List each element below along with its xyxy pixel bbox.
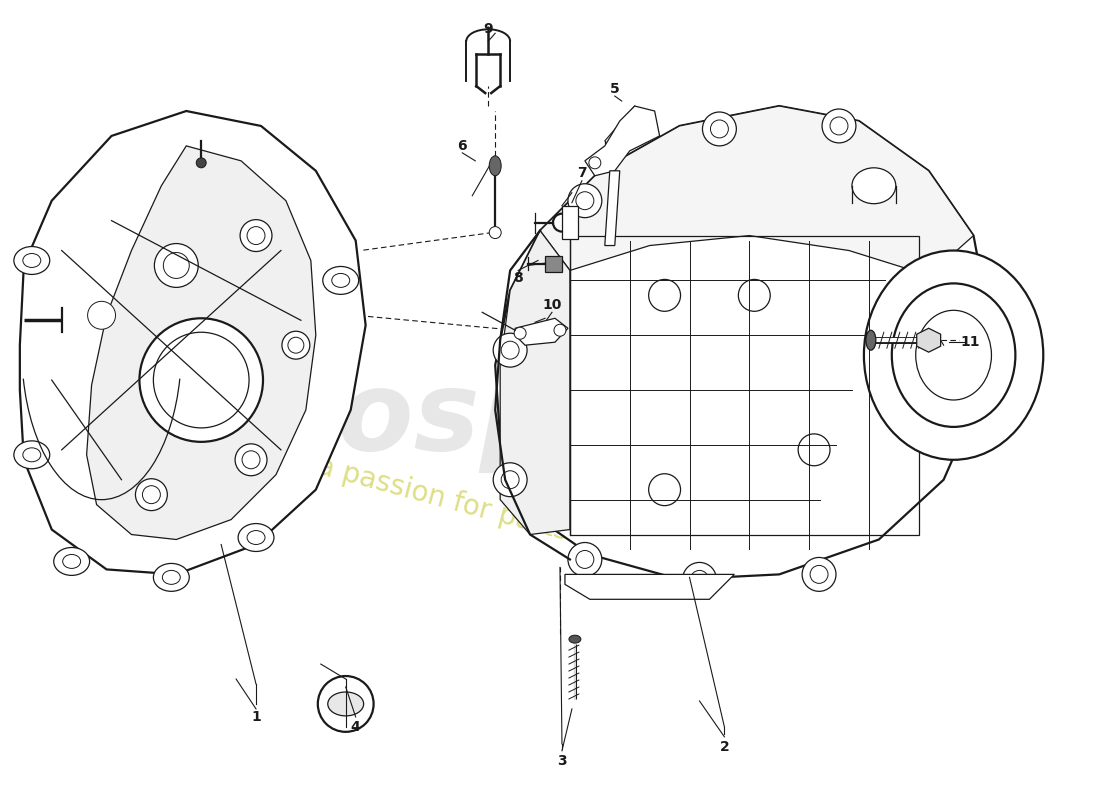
Ellipse shape: [23, 254, 41, 267]
Ellipse shape: [810, 566, 828, 583]
Ellipse shape: [288, 338, 304, 353]
Text: 2: 2: [719, 740, 729, 754]
Ellipse shape: [490, 226, 502, 238]
Ellipse shape: [248, 530, 265, 545]
Ellipse shape: [240, 220, 272, 251]
Ellipse shape: [493, 462, 527, 497]
Ellipse shape: [140, 318, 263, 442]
Ellipse shape: [554, 324, 565, 336]
Text: 4: 4: [351, 720, 361, 734]
Text: a passion for parts since 1985: a passion for parts since 1985: [314, 452, 726, 587]
Polygon shape: [20, 111, 365, 574]
Ellipse shape: [282, 331, 310, 359]
Text: 7: 7: [578, 166, 586, 180]
Text: 10: 10: [542, 298, 562, 312]
Ellipse shape: [553, 214, 571, 231]
Ellipse shape: [163, 570, 180, 584]
Ellipse shape: [915, 310, 991, 400]
Polygon shape: [495, 106, 989, 579]
Ellipse shape: [14, 441, 50, 469]
Ellipse shape: [568, 184, 602, 218]
Ellipse shape: [703, 112, 736, 146]
Text: eurospares: eurospares: [129, 366, 832, 474]
Polygon shape: [605, 170, 619, 246]
Ellipse shape: [802, 558, 836, 591]
Text: 6: 6: [458, 139, 468, 153]
Ellipse shape: [588, 157, 601, 169]
Polygon shape: [544, 255, 562, 273]
Ellipse shape: [490, 156, 502, 176]
Ellipse shape: [322, 266, 359, 294]
Ellipse shape: [502, 342, 519, 359]
Ellipse shape: [691, 570, 708, 588]
Text: 11: 11: [960, 335, 980, 350]
Ellipse shape: [153, 563, 189, 591]
Ellipse shape: [163, 253, 189, 278]
Polygon shape: [916, 328, 940, 352]
Ellipse shape: [135, 478, 167, 510]
Ellipse shape: [514, 327, 526, 339]
Ellipse shape: [14, 246, 50, 274]
Ellipse shape: [154, 243, 198, 287]
Text: 8: 8: [514, 271, 522, 286]
Text: 1: 1: [251, 710, 261, 724]
Text: 3: 3: [557, 754, 566, 768]
Ellipse shape: [196, 158, 206, 168]
Text: 5: 5: [609, 82, 619, 96]
Ellipse shape: [738, 279, 770, 311]
Ellipse shape: [23, 448, 41, 462]
Ellipse shape: [851, 168, 895, 204]
Polygon shape: [515, 318, 568, 345]
Ellipse shape: [830, 117, 848, 135]
Polygon shape: [540, 106, 974, 275]
Ellipse shape: [822, 109, 856, 143]
Ellipse shape: [235, 444, 267, 476]
Ellipse shape: [88, 302, 116, 330]
Ellipse shape: [864, 250, 1043, 460]
Ellipse shape: [576, 192, 594, 210]
Ellipse shape: [649, 474, 681, 506]
Ellipse shape: [892, 283, 1015, 427]
Ellipse shape: [711, 120, 728, 138]
Ellipse shape: [318, 676, 374, 732]
Ellipse shape: [242, 451, 260, 469]
Ellipse shape: [63, 554, 80, 569]
Ellipse shape: [332, 274, 350, 287]
Ellipse shape: [649, 279, 681, 311]
Ellipse shape: [54, 547, 89, 575]
Ellipse shape: [799, 434, 830, 466]
Ellipse shape: [576, 550, 594, 569]
Ellipse shape: [248, 226, 265, 245]
Polygon shape: [562, 206, 578, 238]
Polygon shape: [500, 230, 570, 534]
Polygon shape: [585, 106, 660, 176]
Ellipse shape: [568, 542, 602, 576]
Ellipse shape: [866, 330, 876, 350]
Ellipse shape: [238, 523, 274, 551]
Polygon shape: [565, 574, 735, 599]
Polygon shape: [87, 146, 316, 539]
Ellipse shape: [569, 635, 581, 643]
Text: 9: 9: [483, 22, 493, 36]
Ellipse shape: [328, 692, 364, 716]
Ellipse shape: [142, 486, 161, 504]
Ellipse shape: [502, 470, 519, 489]
Ellipse shape: [682, 562, 716, 596]
Ellipse shape: [493, 334, 527, 367]
Ellipse shape: [153, 332, 249, 428]
